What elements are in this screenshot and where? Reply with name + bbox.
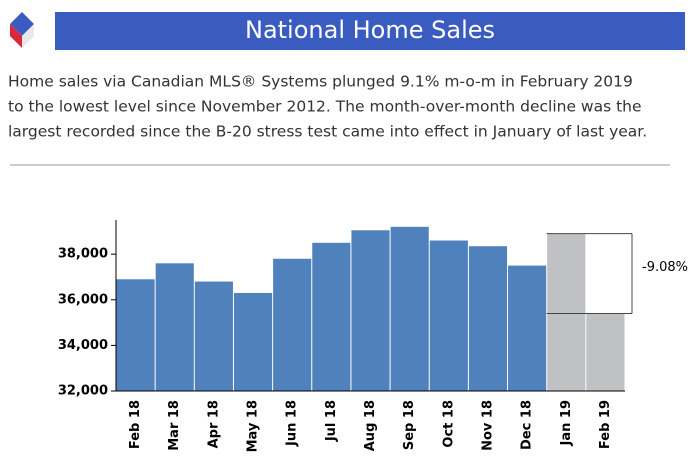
x-tick-label: Nov 18 (480, 400, 495, 451)
x-tick-label: Oct 18 (441, 400, 456, 448)
bar (547, 233, 586, 391)
bar (586, 313, 625, 391)
page-title: National Home Sales (245, 16, 495, 44)
title-bar (55, 12, 685, 50)
annotation: -9.08% (642, 260, 688, 275)
x-tick-label: Aug 18 (363, 400, 378, 451)
x-tick-label: Jun 18 (285, 400, 300, 447)
logo-red (10, 24, 22, 48)
bar (194, 281, 233, 391)
bar (116, 279, 155, 391)
bar (351, 230, 390, 391)
logo-grey (22, 24, 34, 48)
x-tick-label: Mar 18 (167, 400, 182, 451)
y-tick-label: 34,000 (58, 338, 108, 353)
x-tick-label: Apr 18 (206, 400, 221, 448)
description-line: to the lowest level since November 2012.… (8, 98, 642, 116)
bar (233, 292, 273, 391)
bar (429, 240, 468, 391)
y-tick-label: 32,000 (58, 384, 108, 399)
description-line: Home sales via Canadian MLS® Systems plu… (8, 73, 633, 91)
description-line: largest recorded since the B-20 stress t… (8, 123, 647, 141)
bar (312, 242, 351, 391)
x-tick-label: Feb 18 (128, 400, 143, 449)
bar (468, 246, 508, 391)
x-tick-label: Feb 19 (598, 400, 613, 449)
x-tick-label: May 18 (246, 400, 261, 452)
x-tick-label: Jan 19 (559, 400, 574, 446)
x-tick-label: Jul 18 (324, 400, 339, 442)
bar (390, 226, 429, 391)
logo (10, 12, 34, 48)
x-tick-label: Sep 18 (402, 400, 417, 450)
bar (155, 263, 194, 391)
y-tick-label: 38,000 (58, 247, 108, 262)
bar (273, 258, 312, 391)
x-tick-label: Dec 18 (520, 400, 535, 450)
y-tick-label: 36,000 (58, 292, 108, 307)
bar (508, 265, 547, 391)
